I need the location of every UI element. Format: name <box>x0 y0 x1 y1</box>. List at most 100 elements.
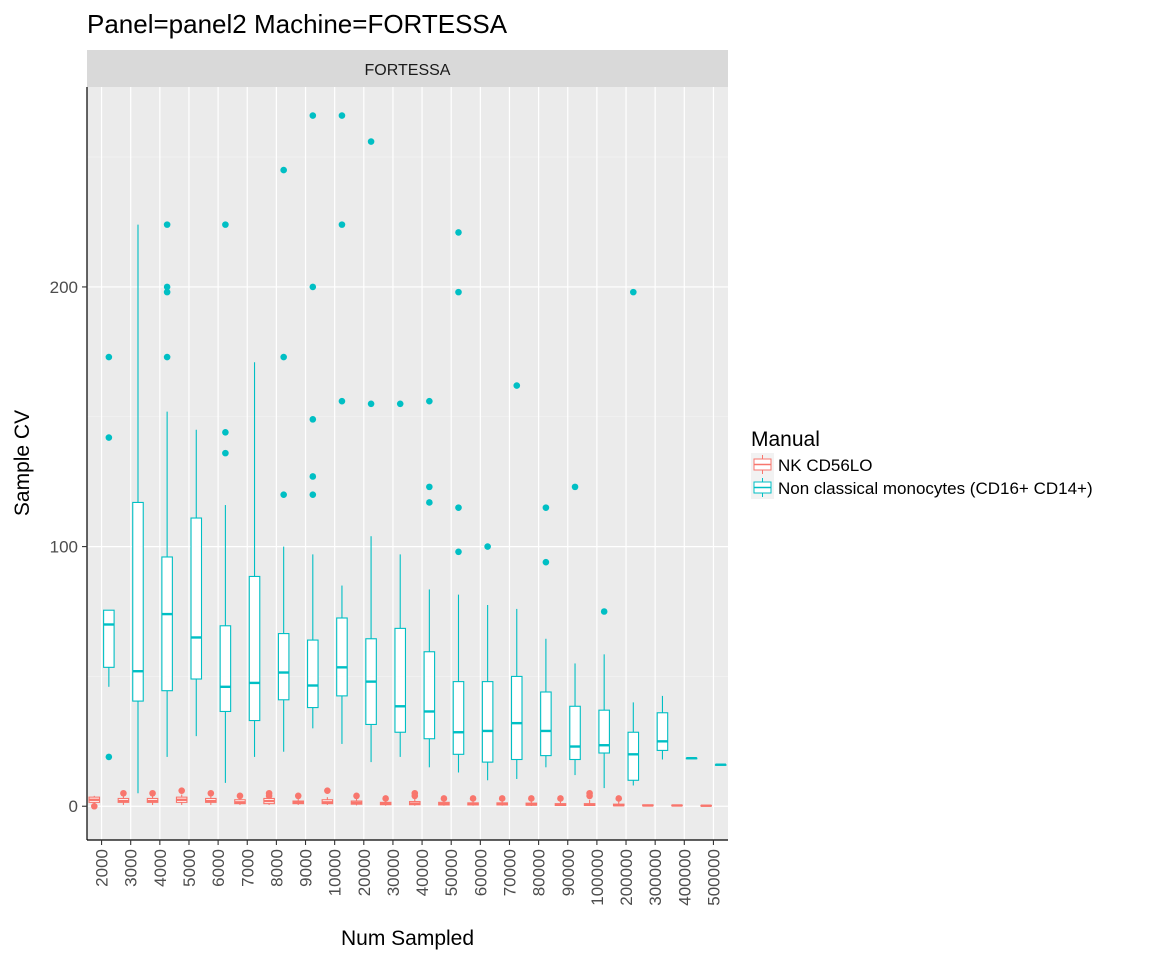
y-axis-ticks: 0 100 200 <box>50 278 87 816</box>
box-1-7000 <box>248 362 261 757</box>
outlier-point <box>222 449 229 457</box>
outlier-point <box>236 792 244 800</box>
legend-key-non-classical-monocytes: Non classical monocytes (CD16+ CD14+) <box>751 476 1093 499</box>
outlier-point <box>309 491 317 498</box>
box-1-4000 <box>161 221 173 757</box>
x-tick-label: 90000 <box>559 849 578 896</box>
outlier-point <box>309 283 317 291</box>
box-0-5000 <box>175 787 188 805</box>
box-0-10000 <box>321 787 334 805</box>
boxes <box>88 112 727 810</box>
box-body <box>452 681 465 755</box>
box-0-60000 <box>467 795 479 806</box>
box-0-2000 <box>88 795 101 810</box>
outlier-point <box>600 608 608 615</box>
box-1-90000 <box>569 483 581 776</box>
box-0-40000 <box>408 789 421 806</box>
box-1-80000 <box>540 504 552 768</box>
outlier-point <box>469 795 477 802</box>
box-body <box>248 575 261 722</box>
x-tick-label: 40000 <box>413 849 432 896</box>
x-tick-label: 500000 <box>704 849 723 906</box>
outlier-point <box>90 802 98 810</box>
x-tick-label: 4000 <box>151 849 170 887</box>
x-tick-label: 200000 <box>617 849 636 906</box>
outlier-point <box>105 434 113 441</box>
outlier-point <box>309 416 317 423</box>
x-tick-label: 7000 <box>238 849 257 887</box>
outlier-point <box>426 483 433 491</box>
legend-label-nk-cd56lo: NK CD56LO <box>778 456 872 475</box>
outlier-point <box>294 792 302 800</box>
box-1-70000 <box>510 382 523 779</box>
box-1-100000 <box>598 608 610 789</box>
outlier-point <box>513 382 521 389</box>
x-axis-label: Num Sampled <box>341 927 474 950</box>
outlier-point <box>309 473 317 480</box>
box-0-300000 <box>642 804 654 807</box>
y-tick-label: 200 <box>50 278 78 297</box>
box-body <box>423 651 436 740</box>
box-0-3000 <box>117 789 130 805</box>
x-tick-label: 60000 <box>471 849 490 896</box>
outlier-point <box>353 792 360 800</box>
box-body <box>540 691 552 757</box>
outlier-point <box>455 548 462 556</box>
box-body <box>510 675 523 761</box>
outlier-point <box>396 400 404 408</box>
box-0-500000 <box>700 804 712 807</box>
box-0-400000 <box>671 804 683 807</box>
x-tick-label: 3000 <box>122 849 141 887</box>
box-1-20000 <box>365 138 377 763</box>
box-body <box>219 625 232 713</box>
outlier-point <box>105 353 113 361</box>
y-axis-label: Sample CV <box>11 410 34 516</box>
box-0-9000 <box>292 792 305 805</box>
x-tick-label: 2000 <box>93 849 112 887</box>
outlier-point <box>426 397 433 405</box>
outlier-point <box>280 353 287 361</box>
box-body <box>307 639 319 709</box>
box-0-8000 <box>263 789 275 805</box>
outlier-point <box>207 789 215 797</box>
outlier-point <box>571 483 579 491</box>
box-0-6000 <box>205 789 217 805</box>
x-tick-label: 400000 <box>675 849 694 906</box>
legend-title: Manual <box>751 428 820 451</box>
outlier-point <box>280 166 287 174</box>
outlier-point <box>455 229 462 236</box>
box-body <box>598 709 610 754</box>
box-1-8000 <box>277 166 290 752</box>
x-tick-label: 20000 <box>355 849 374 896</box>
box-body <box>627 731 640 781</box>
outlier-point <box>338 221 346 228</box>
outlier-point <box>178 787 185 794</box>
box-body <box>132 501 144 702</box>
box-0-4000 <box>146 789 159 805</box>
box-1-30000 <box>394 400 407 757</box>
box-body <box>336 617 348 697</box>
x-tick-label: 100000 <box>588 849 607 906</box>
x-tick-label: 300000 <box>646 849 665 906</box>
facet-strip <box>87 50 728 87</box>
x-tick-label: 10000 <box>326 849 345 896</box>
y-tick-label: 100 <box>50 538 78 557</box>
box-body <box>656 712 669 751</box>
box-body <box>394 627 407 733</box>
outlier-point <box>586 789 593 797</box>
outlier-point <box>163 353 171 361</box>
box-0-200000 <box>612 795 625 807</box>
facet-label: FORTESSA <box>365 62 451 79</box>
box-0-90000 <box>554 795 567 807</box>
outlier-point <box>324 787 331 794</box>
box-body <box>103 609 115 668</box>
outlier-point <box>542 558 550 566</box>
x-tick-label: 9000 <box>297 849 316 887</box>
outlier-point <box>309 112 317 119</box>
outlier-point <box>528 795 535 802</box>
chart-title: Panel=panel2 Machine=FORTESSA <box>87 9 508 39</box>
box-1-400000 <box>685 757 698 760</box>
legend-key-nk-cd56lo: NK CD56LO <box>751 453 872 476</box>
outlier-point <box>338 112 346 119</box>
